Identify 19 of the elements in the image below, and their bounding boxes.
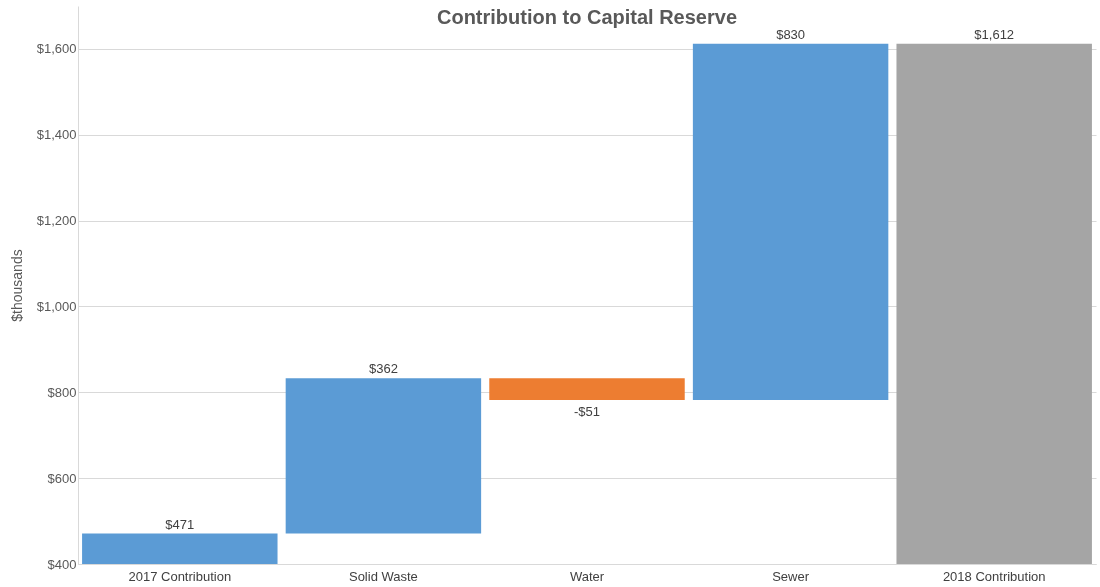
x-tick-label: Water xyxy=(569,568,605,584)
y-tick-label: $1,000 xyxy=(36,298,77,314)
y-tick-label: $1,600 xyxy=(36,41,77,57)
x-tick-label: 2018 Contribution xyxy=(942,568,1046,584)
data-label: $1,612 xyxy=(974,26,1015,42)
y-tick-label: $1,200 xyxy=(36,213,77,229)
data-label: -$51 xyxy=(573,404,601,420)
chart-title: Contribution to Capital Reserve xyxy=(436,6,738,28)
data-label: $471 xyxy=(165,516,195,532)
x-tick-label: Solid Waste xyxy=(348,568,418,584)
y-tick-label: $800 xyxy=(47,384,77,400)
y-tick-label: $600 xyxy=(47,470,77,486)
data-label: $830 xyxy=(776,26,806,42)
y-axis-title: $thousands xyxy=(8,249,25,322)
data-label: $362 xyxy=(368,361,398,377)
y-tick-label: $400 xyxy=(47,556,77,572)
y-tick-label: $1,400 xyxy=(36,127,77,143)
x-tick-label: 2017 Contribution xyxy=(128,568,232,584)
x-tick-label: Sewer xyxy=(772,568,810,584)
